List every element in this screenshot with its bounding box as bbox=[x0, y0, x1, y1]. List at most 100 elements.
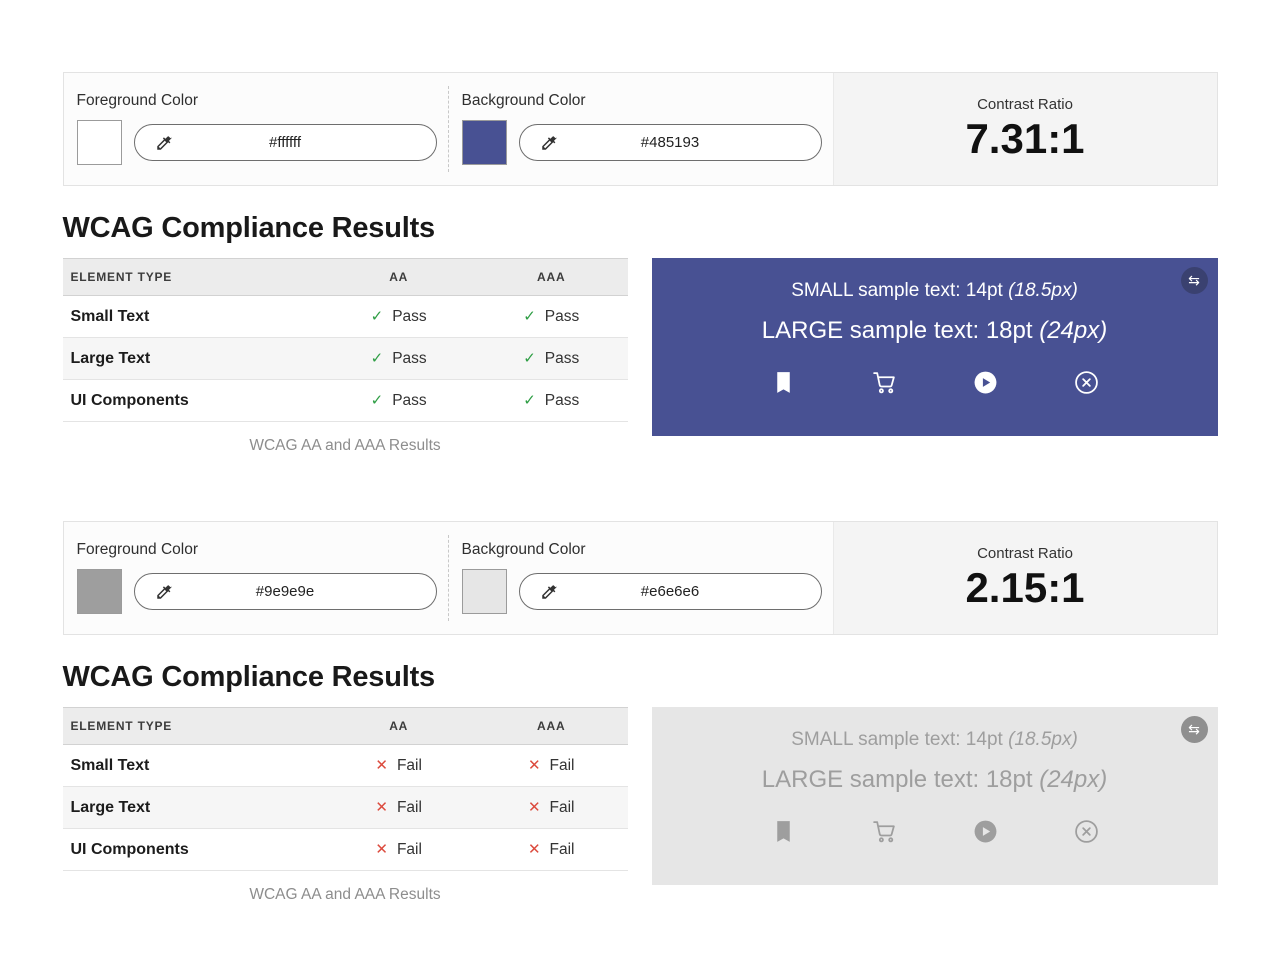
result-text: Pass bbox=[392, 350, 427, 367]
aaa-result-cell: ✕ Fail bbox=[474, 786, 628, 829]
play-icon bbox=[974, 371, 996, 394]
background-color-group: Background Color bbox=[449, 522, 833, 634]
element-type-cell: Large Text bbox=[62, 786, 323, 829]
cart-icon bbox=[872, 820, 895, 843]
aa-result-cell: ✓ Pass bbox=[322, 295, 475, 338]
check-icon: ✓ bbox=[523, 391, 536, 409]
foreground-color-label: Foreground Color bbox=[76, 92, 198, 109]
sample-preview: ⇆ SMALL sample text: 14pt (18.5px) LARGE… bbox=[651, 707, 1218, 885]
eyedropper-icon bbox=[156, 584, 172, 599]
checker-section-1: Foreground Color Background Color bbox=[62, 72, 1218, 455]
eyedropper-button[interactable] bbox=[155, 133, 175, 153]
checker-section-2: Foreground Color Background Color bbox=[62, 521, 1218, 904]
eyedropper-button[interactable] bbox=[540, 582, 560, 602]
table-row-small-text: Small Text ✕ Fail ✕ Fail bbox=[62, 744, 628, 787]
table-caption: WCAG AA and AAA Results bbox=[249, 886, 441, 903]
sample-icons-row bbox=[771, 819, 1099, 844]
result-text: Fail bbox=[396, 757, 422, 774]
element-type-cell: UI Components bbox=[62, 379, 323, 422]
eyedropper-icon bbox=[541, 584, 557, 599]
foreground-hex-input[interactable] bbox=[134, 574, 436, 609]
table-row-large-text: Large Text ✓ Pass ✓ Pass bbox=[62, 337, 628, 380]
x-icon: ✕ bbox=[527, 756, 541, 774]
close-circle-icon bbox=[1074, 370, 1098, 394]
background-controls bbox=[461, 569, 833, 614]
aa-result-cell: ✕ Fail bbox=[322, 744, 475, 787]
eyedropper-button[interactable] bbox=[155, 582, 175, 602]
result-text: Pass bbox=[392, 392, 427, 409]
sample-preview: ⇆ SMALL sample text: 14pt (18.5px) LARGE… bbox=[651, 258, 1218, 436]
foreground-swatch[interactable] bbox=[76, 120, 122, 165]
results-heading: WCAG Compliance Results bbox=[62, 212, 436, 244]
results-row: ELEMENT TYPE AA AAA Small Text ✓ Pass ✓ Pa… bbox=[62, 258, 1218, 455]
background-hex-input[interactable] bbox=[519, 125, 821, 160]
close-circle-icon bbox=[1074, 819, 1098, 843]
wcag-results-table: ELEMENT TYPE AA AAA Small Text ✓ Pass ✓ Pa… bbox=[62, 258, 628, 422]
foreground-color-label: Foreground Color bbox=[76, 541, 198, 558]
background-color-group: Background Color bbox=[449, 73, 833, 185]
result-text: Fail bbox=[549, 799, 575, 816]
swap-colors-button[interactable]: ⇆ bbox=[1180, 716, 1208, 743]
result-text: Pass bbox=[544, 308, 580, 325]
header-aa: AA bbox=[322, 707, 475, 745]
foreground-color-group: Foreground Color bbox=[64, 73, 448, 185]
color-input-panel: Foreground Color Background Color bbox=[62, 521, 1218, 635]
swap-icon: ⇆ bbox=[1188, 272, 1200, 289]
result-text: Fail bbox=[549, 757, 575, 774]
results-row: ELEMENT TYPE AA AAA Small Text ✕ Fail ✕ Fa… bbox=[62, 707, 1218, 904]
background-color-label: Background Color bbox=[461, 92, 586, 109]
large-sample-text: LARGE sample text: 18pt (24px) bbox=[761, 765, 1108, 793]
contrast-ratio-box: Contrast Ratio 2.15:1 bbox=[832, 522, 1217, 634]
check-icon: ✓ bbox=[523, 307, 536, 325]
background-swatch[interactable] bbox=[461, 569, 507, 614]
table-caption: WCAG AA and AAA Results bbox=[249, 437, 441, 454]
result-text: Pass bbox=[544, 350, 580, 367]
swap-colors-button[interactable]: ⇆ bbox=[1180, 267, 1208, 294]
x-icon: ✕ bbox=[375, 840, 388, 858]
result-text: Pass bbox=[544, 392, 580, 409]
wcag-results-table: ELEMENT TYPE AA AAA Small Text ✕ Fail ✕ Fa… bbox=[62, 707, 628, 871]
result-text: Fail bbox=[396, 841, 422, 858]
aaa-result-cell: ✓ Pass bbox=[474, 295, 628, 338]
background-swatch[interactable] bbox=[461, 120, 507, 165]
eyedropper-button[interactable] bbox=[540, 133, 560, 153]
foreground-controls bbox=[76, 120, 448, 165]
bookmark-icon bbox=[776, 820, 790, 842]
aa-result-cell: ✓ Pass bbox=[322, 337, 475, 380]
table-row-ui-components: UI Components ✓ Pass ✓ Pass bbox=[62, 379, 628, 422]
foreground-hex-input[interactable] bbox=[134, 125, 436, 160]
contrast-ratio-label: Contrast Ratio bbox=[977, 95, 1073, 113]
aa-result-cell: ✕ Fail bbox=[322, 828, 475, 871]
element-type-cell: Small Text bbox=[62, 295, 323, 338]
element-type-cell: UI Components bbox=[62, 828, 323, 871]
play-icon bbox=[974, 820, 996, 843]
background-controls bbox=[461, 120, 833, 165]
contrast-checker-page: Foreground Color Background Color bbox=[62, 0, 1218, 952]
table-row-large-text: Large Text ✕ Fail ✕ Fail bbox=[62, 786, 628, 829]
small-sample-text: SMALL sample text: 14pt (18.5px) bbox=[791, 729, 1078, 750]
element-type-cell: Large Text bbox=[62, 337, 323, 380]
color-input-panel: Foreground Color Background Color bbox=[62, 72, 1218, 186]
results-heading: WCAG Compliance Results bbox=[62, 661, 436, 693]
aaa-result-cell: ✓ Pass bbox=[474, 379, 628, 422]
panel-divider bbox=[447, 86, 449, 172]
header-element-type: ELEMENT TYPE bbox=[62, 707, 323, 745]
check-icon: ✓ bbox=[370, 391, 384, 409]
header-aaa: AAA bbox=[474, 707, 628, 745]
result-text: Fail bbox=[396, 799, 422, 816]
result-text: Fail bbox=[549, 841, 575, 858]
aa-result-cell: ✕ Fail bbox=[322, 786, 475, 829]
foreground-controls bbox=[76, 569, 448, 614]
element-type-cell: Small Text bbox=[62, 744, 323, 787]
bookmark-icon bbox=[776, 371, 790, 393]
foreground-color-group: Foreground Color bbox=[64, 522, 448, 634]
foreground-swatch[interactable] bbox=[76, 569, 122, 614]
header-element-type: ELEMENT TYPE bbox=[62, 258, 323, 296]
sample-icons-row bbox=[771, 370, 1099, 395]
x-icon: ✕ bbox=[375, 798, 388, 816]
aaa-result-cell: ✓ Pass bbox=[474, 337, 628, 380]
cart-icon bbox=[872, 371, 895, 394]
background-hex-input[interactable] bbox=[519, 574, 821, 609]
contrast-ratio-value: 7.31:1 bbox=[965, 114, 1085, 162]
contrast-ratio-box: Contrast Ratio 7.31:1 bbox=[832, 73, 1217, 185]
